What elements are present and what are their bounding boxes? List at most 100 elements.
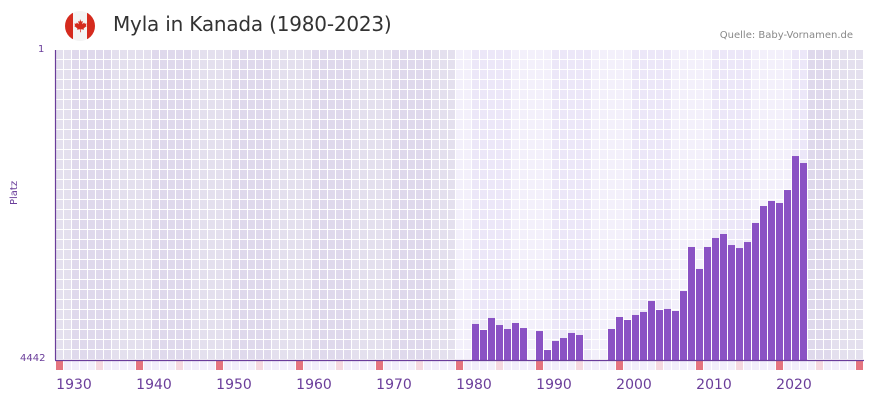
bar-2011 xyxy=(720,234,727,360)
year-marker xyxy=(552,361,559,370)
year-marker xyxy=(304,361,311,370)
bar-2008 xyxy=(696,268,703,360)
year-marker xyxy=(488,361,495,370)
year-marker xyxy=(440,361,447,370)
year-marker xyxy=(632,361,639,370)
year-marker xyxy=(840,361,847,370)
canada-flag-icon xyxy=(65,11,95,41)
year-marker xyxy=(128,361,135,370)
bar-1993 xyxy=(576,335,583,360)
bar-1982 xyxy=(488,317,495,360)
bar-2014 xyxy=(744,242,751,360)
year-marker xyxy=(144,361,151,370)
x-tick-label: 1970 xyxy=(376,377,412,393)
year-marker xyxy=(768,361,775,370)
year-marker xyxy=(504,361,511,370)
year-marker xyxy=(536,361,543,370)
bar-1999 xyxy=(624,320,631,360)
year-marker xyxy=(136,361,143,370)
year-marker xyxy=(776,361,783,370)
bar-1990 xyxy=(552,341,559,360)
year-marker xyxy=(424,361,431,370)
year-marker xyxy=(296,361,303,370)
bar-2003 xyxy=(656,310,663,360)
year-marker xyxy=(96,361,103,370)
year-marker xyxy=(656,361,663,370)
year-marker xyxy=(688,361,695,370)
year-marker xyxy=(360,361,367,370)
year-marker xyxy=(568,361,575,370)
year-marker xyxy=(232,361,239,370)
year-marker xyxy=(448,361,455,370)
year-marker xyxy=(400,361,407,370)
year-marker xyxy=(200,361,207,370)
year-marker xyxy=(480,361,487,370)
year-marker xyxy=(720,361,727,370)
year-marker xyxy=(704,361,711,370)
bar-1984 xyxy=(504,329,511,360)
year-marker xyxy=(712,361,719,370)
year-marker xyxy=(760,361,767,370)
year-marker xyxy=(784,361,791,370)
bar-2004 xyxy=(664,308,671,360)
y-axis-bottom-label: 4442 xyxy=(20,353,46,364)
bar-2007 xyxy=(688,246,695,360)
bar-2001 xyxy=(640,311,647,360)
year-marker xyxy=(192,361,199,370)
year-marker xyxy=(184,361,191,370)
year-marker xyxy=(216,361,223,370)
bar-1985 xyxy=(512,323,519,360)
year-marker xyxy=(224,361,231,370)
year-marker xyxy=(672,361,679,370)
bar-1998 xyxy=(616,317,623,360)
bar-2016 xyxy=(760,206,767,360)
year-marker xyxy=(728,361,735,370)
year-marker xyxy=(88,361,95,370)
bar-1997 xyxy=(608,329,615,360)
y-axis-top-label: 1 xyxy=(38,44,45,55)
year-marker xyxy=(744,361,751,370)
year-marker xyxy=(152,361,159,370)
bar-1980 xyxy=(472,323,479,360)
year-marker xyxy=(280,361,287,370)
year-marker xyxy=(80,361,87,370)
year-marker xyxy=(528,361,535,370)
year-marker xyxy=(584,361,591,370)
year-marker xyxy=(808,361,815,370)
year-marker xyxy=(336,361,343,370)
year-marker xyxy=(472,361,479,370)
bar-1992 xyxy=(568,332,575,360)
year-marker xyxy=(104,361,111,370)
year-marker xyxy=(560,361,567,370)
source-label[interactable]: Quelle: Baby-Vornamen.de xyxy=(719,30,853,41)
year-marker xyxy=(56,361,63,370)
year-marker xyxy=(272,361,279,370)
year-marker xyxy=(120,361,127,370)
bar-2019 xyxy=(784,190,791,360)
year-marker xyxy=(576,361,583,370)
bar-2017 xyxy=(768,200,775,360)
year-marker xyxy=(608,361,615,370)
year-marker xyxy=(208,361,215,370)
x-tick-label: 1980 xyxy=(456,377,492,393)
x-tick-label: 2020 xyxy=(776,377,812,393)
year-marker xyxy=(376,361,383,370)
year-marker xyxy=(496,361,503,370)
year-marker xyxy=(112,361,119,370)
x-tick-label: 1950 xyxy=(216,377,252,393)
year-marker xyxy=(176,361,183,370)
year-marker xyxy=(392,361,399,370)
year-marker xyxy=(464,361,471,370)
x-tick-label: 1960 xyxy=(296,377,332,393)
year-marker xyxy=(816,361,823,370)
year-marker xyxy=(416,361,423,370)
year-marker xyxy=(856,361,863,370)
year-marker xyxy=(312,361,319,370)
bar-2021 xyxy=(800,163,807,360)
x-tick-label: 1930 xyxy=(56,377,92,393)
year-marker xyxy=(520,361,527,370)
year-marker xyxy=(168,361,175,370)
bar-2002 xyxy=(648,301,655,360)
bar-2005 xyxy=(672,310,679,360)
year-marker xyxy=(592,361,599,370)
